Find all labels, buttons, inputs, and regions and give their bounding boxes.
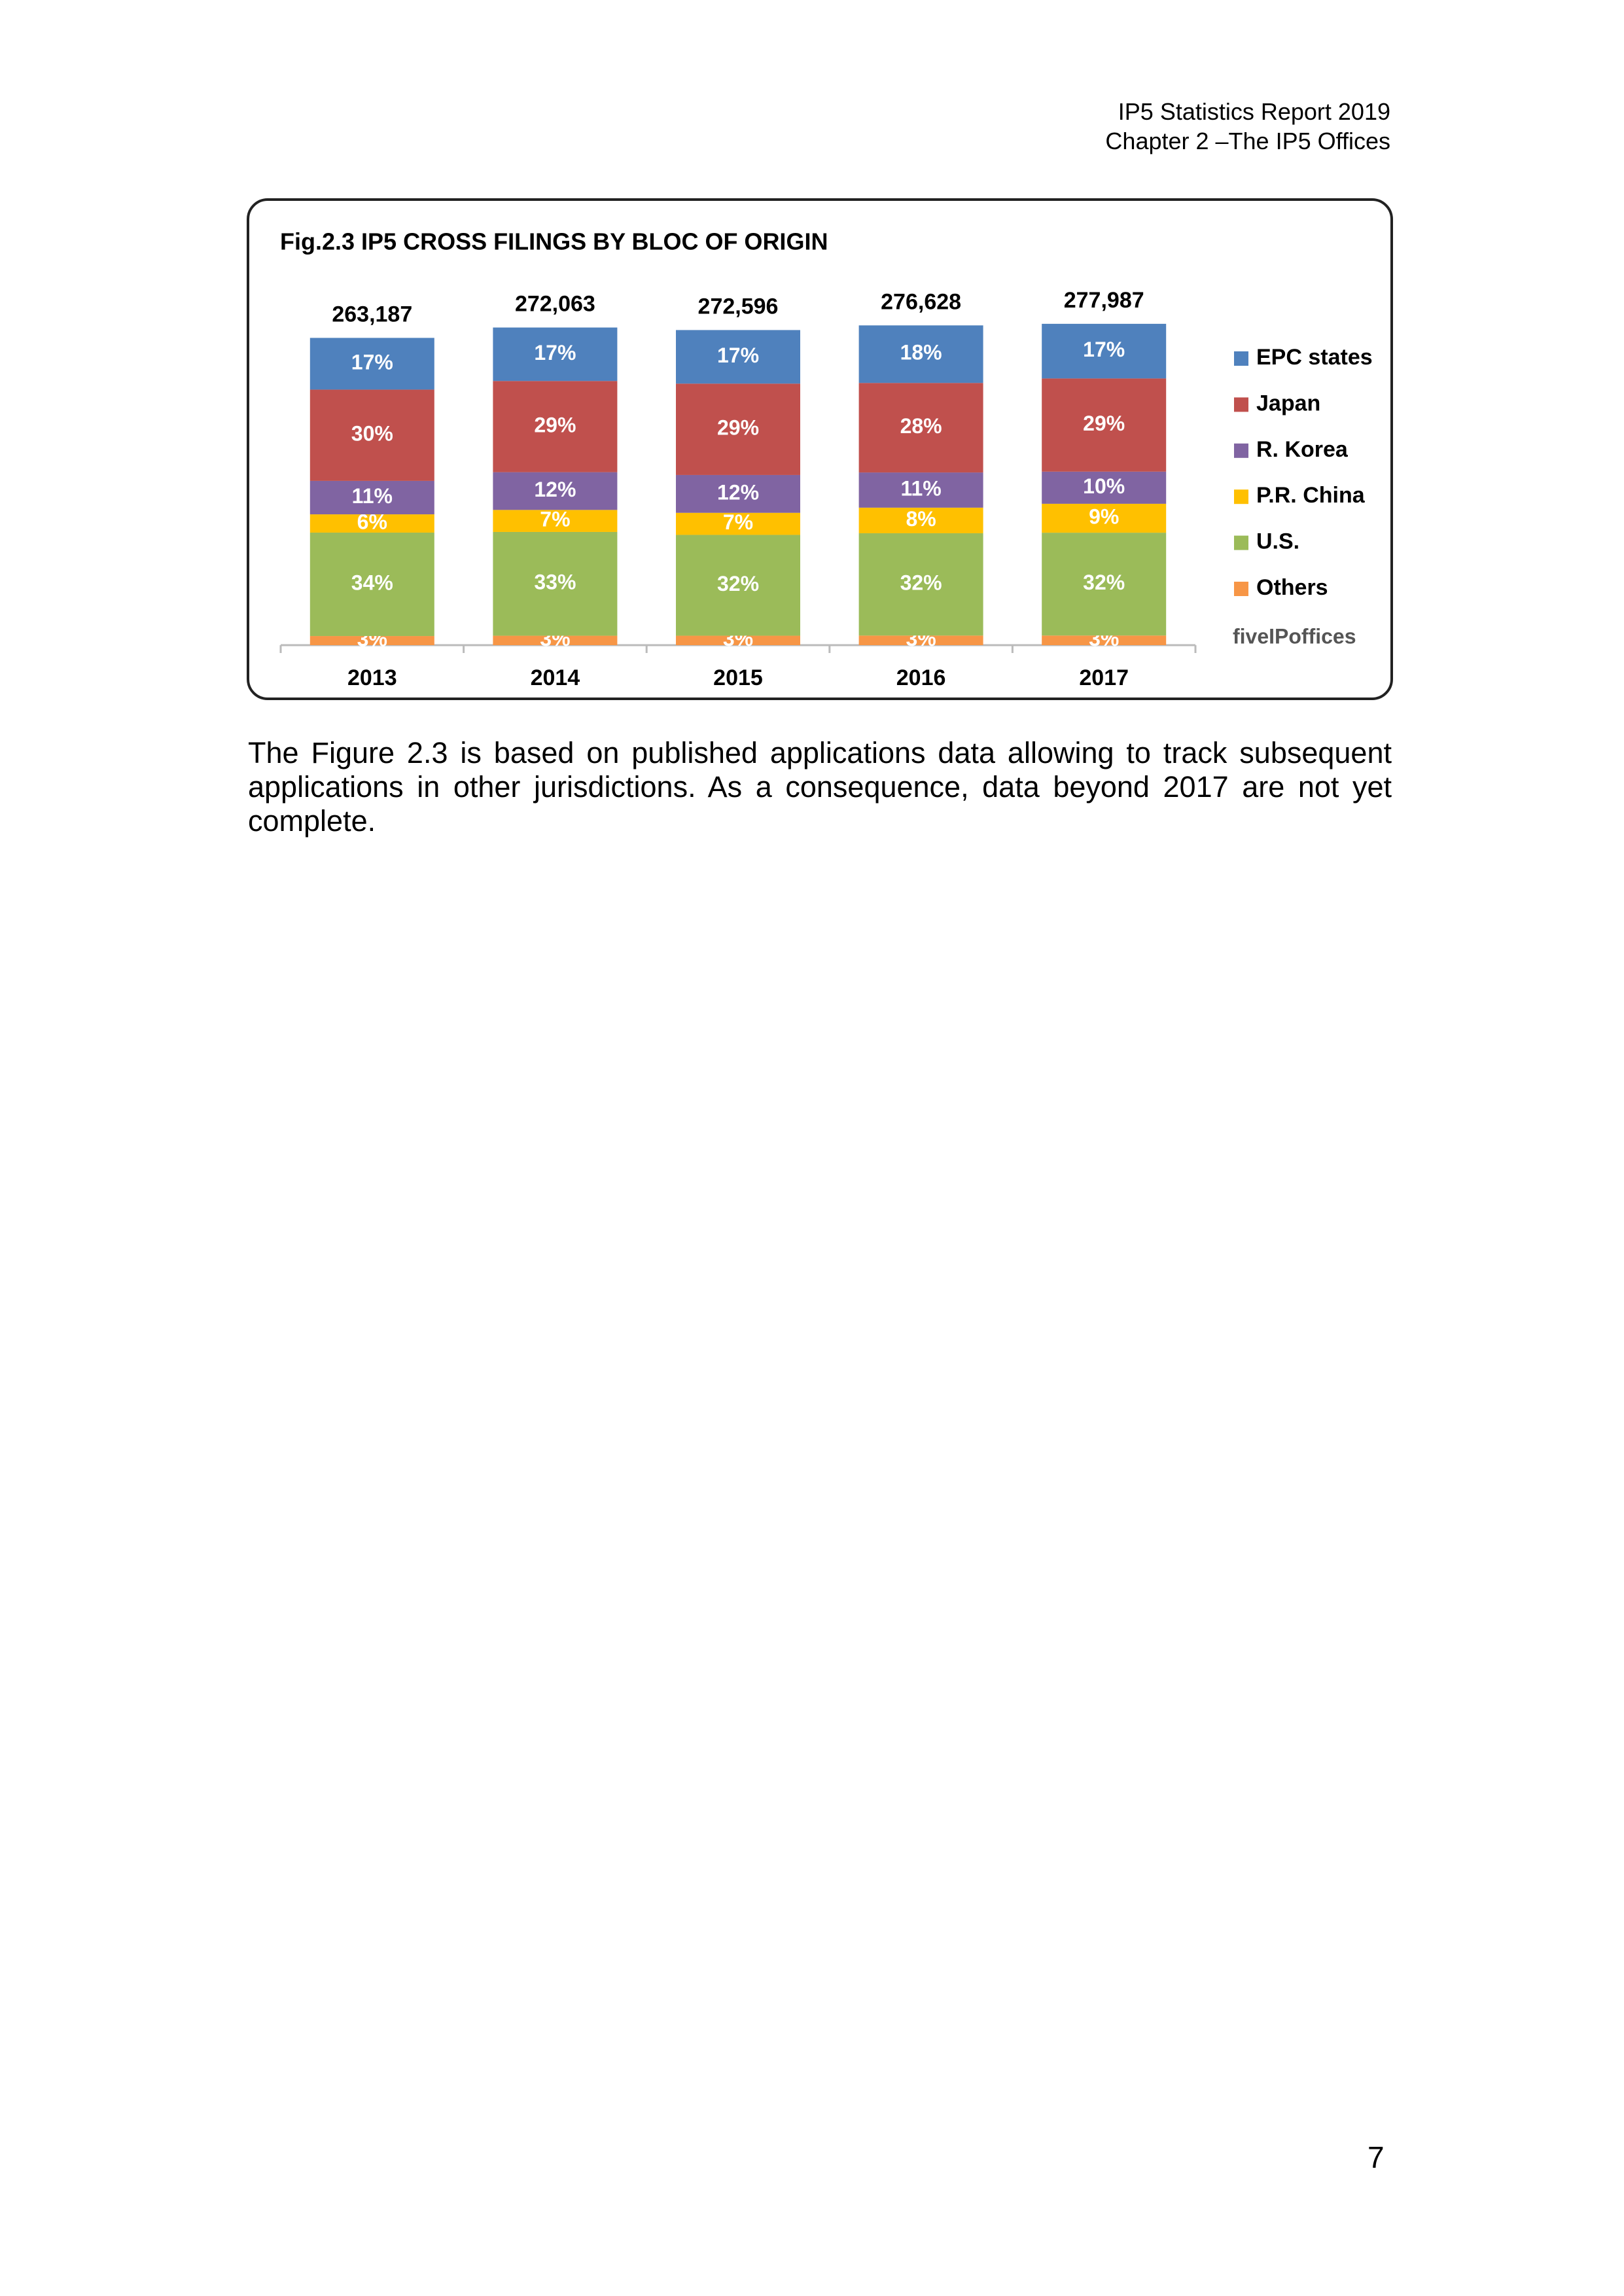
legend-swatch xyxy=(1234,535,1248,550)
legend-label: Others xyxy=(1256,575,1328,600)
bar-segment xyxy=(1042,533,1167,636)
bar-segment xyxy=(858,635,983,645)
header-line: IP5 Statistics Report 2019 xyxy=(1118,98,1390,125)
value-label: 32% xyxy=(900,571,942,595)
value-label: 32% xyxy=(717,572,759,595)
bar-segment xyxy=(309,514,434,533)
value-label: 7% xyxy=(723,510,753,534)
bar-segment xyxy=(493,635,618,645)
bar-segment xyxy=(858,507,983,533)
chart-title: Fig.2.3 IP5 CROSS FILINGS BY BLOC OF ORI… xyxy=(280,228,828,255)
bar-segment xyxy=(858,383,983,473)
bar-segment xyxy=(309,480,434,515)
legend-label: P.R. China xyxy=(1256,483,1366,508)
total-label: 263,187 xyxy=(332,302,412,327)
value-label: 17% xyxy=(534,341,576,364)
legend-swatch xyxy=(1234,443,1248,458)
bar-segment xyxy=(1042,323,1167,379)
logo: fiveIPoffices xyxy=(1233,624,1356,648)
total-label: 277,987 xyxy=(1064,288,1144,313)
value-label: 30% xyxy=(351,422,393,446)
page-number: 7 xyxy=(1368,2140,1385,2174)
bar-segment xyxy=(676,512,800,535)
bar-segment xyxy=(858,325,983,383)
legend-label: Japan xyxy=(1256,391,1320,415)
bar-segment xyxy=(493,531,618,636)
x-tick-label: 2015 xyxy=(713,665,763,690)
legend-swatch xyxy=(1234,582,1248,596)
value-label: 17% xyxy=(1083,338,1125,361)
value-label: 11% xyxy=(900,476,941,500)
bar-segment xyxy=(309,532,434,637)
total-label: 276,628 xyxy=(881,289,961,314)
value-label: 34% xyxy=(351,571,393,594)
x-tick-label: 2016 xyxy=(896,665,946,690)
bar-segment xyxy=(676,635,800,645)
bar-segment xyxy=(1042,635,1167,645)
bar-segment xyxy=(1042,378,1167,472)
bar-segment xyxy=(858,472,983,508)
bar-segment xyxy=(309,338,434,390)
bar-segment xyxy=(1042,503,1167,533)
value-label: 29% xyxy=(717,416,759,440)
value-label: 29% xyxy=(1083,412,1125,435)
bar-segment xyxy=(676,535,800,636)
value-label: 9% xyxy=(1089,504,1119,528)
header-line: Chapter 2 –The IP5 Offices xyxy=(1105,128,1390,154)
value-label: 29% xyxy=(534,413,576,436)
bar-segment xyxy=(493,381,618,472)
legend-swatch xyxy=(1234,489,1248,504)
value-label: 10% xyxy=(1083,474,1125,498)
x-tick-label: 2013 xyxy=(347,665,397,690)
bar-segment xyxy=(676,383,800,475)
value-label: 17% xyxy=(351,350,393,374)
bar-segment xyxy=(676,330,800,384)
value-label: 12% xyxy=(717,480,759,504)
legend-label: EPC states xyxy=(1256,345,1373,370)
legend-label: R. Korea xyxy=(1256,437,1349,462)
value-label: 11% xyxy=(352,484,393,508)
x-tick-label: 2014 xyxy=(531,665,580,690)
legend-swatch xyxy=(1234,351,1248,366)
bar-segment xyxy=(493,472,618,510)
total-label: 272,596 xyxy=(698,294,779,319)
value-label: 8% xyxy=(906,507,936,531)
bar-segment xyxy=(1042,471,1167,504)
bar-segment xyxy=(858,533,983,636)
x-tick-label: 2017 xyxy=(1079,665,1129,690)
value-label: 28% xyxy=(900,414,942,438)
paragraph: The Figure 2.3 is based on published app… xyxy=(248,736,1392,838)
value-label: 12% xyxy=(534,478,576,501)
legend-swatch xyxy=(1234,397,1248,412)
value-label: 33% xyxy=(534,571,576,594)
legend-label: U.S. xyxy=(1256,529,1299,554)
value-label: 32% xyxy=(1083,571,1125,594)
value-label: 7% xyxy=(540,508,570,531)
bar-segment xyxy=(493,510,618,532)
bar-segment xyxy=(309,636,434,645)
bar-segment xyxy=(493,327,618,381)
bar-segment xyxy=(676,474,800,513)
total-label: 272,063 xyxy=(515,292,595,317)
chart: Fig.2.3 IP5 CROSS FILINGS BY BLOC OF ORI… xyxy=(247,198,1393,700)
value-label: 17% xyxy=(717,344,759,367)
bar-segment xyxy=(309,389,434,481)
value-label: 18% xyxy=(900,341,942,364)
